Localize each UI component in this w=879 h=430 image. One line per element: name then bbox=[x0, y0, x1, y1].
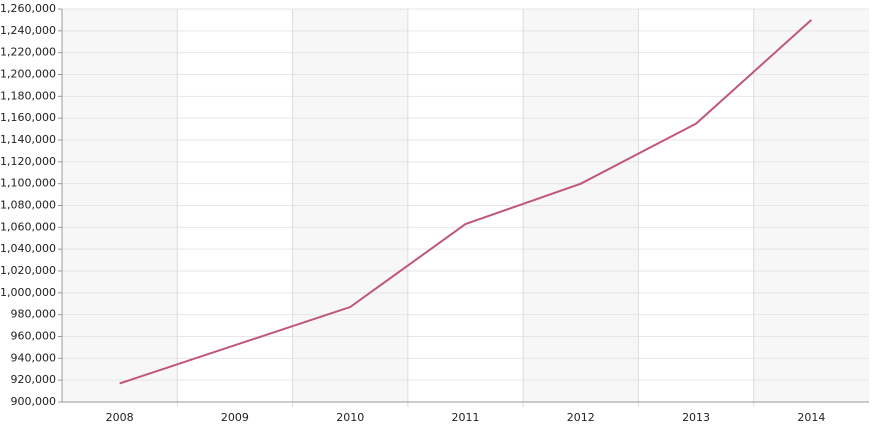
y-tick-label: 1,100,000 bbox=[0, 177, 56, 190]
x-tick-label: 2011 bbox=[452, 411, 480, 424]
line-series bbox=[119, 19, 813, 385]
y-tick-label: 1,160,000 bbox=[0, 111, 56, 124]
y-tick-label: 940,000 bbox=[11, 351, 57, 364]
y-tick-label: 1,120,000 bbox=[0, 155, 56, 168]
y-tick-label: 920,000 bbox=[11, 373, 57, 386]
y-tick-label: 1,020,000 bbox=[0, 264, 56, 277]
y-tick-label: 900,000 bbox=[11, 395, 57, 408]
y-tick-label: 1,200,000 bbox=[0, 68, 56, 81]
y-tick-label: 1,080,000 bbox=[0, 199, 56, 212]
y-tick-label: 1,000,000 bbox=[0, 286, 56, 299]
x-tick-label: 2013 bbox=[682, 411, 710, 424]
y-tick-label: 1,060,000 bbox=[0, 220, 56, 233]
y-tick-label: 1,180,000 bbox=[0, 89, 56, 102]
y-tick-label: 1,040,000 bbox=[0, 242, 56, 255]
x-tick-label: 2012 bbox=[567, 411, 595, 424]
y-tick-label: 1,240,000 bbox=[0, 24, 56, 37]
x-tick-label: 2009 bbox=[221, 411, 249, 424]
x-tick-label: 2008 bbox=[106, 411, 134, 424]
y-tick-label: 1,220,000 bbox=[0, 46, 56, 59]
x-tick-label: 2010 bbox=[336, 411, 364, 424]
y-tick-label: 1,140,000 bbox=[0, 133, 56, 146]
y-tick-label: 1,260,000 bbox=[0, 2, 56, 15]
x-tick-label: 2014 bbox=[797, 411, 825, 424]
y-tick-label: 980,000 bbox=[11, 308, 57, 321]
y-tick-label: 960,000 bbox=[11, 330, 57, 343]
